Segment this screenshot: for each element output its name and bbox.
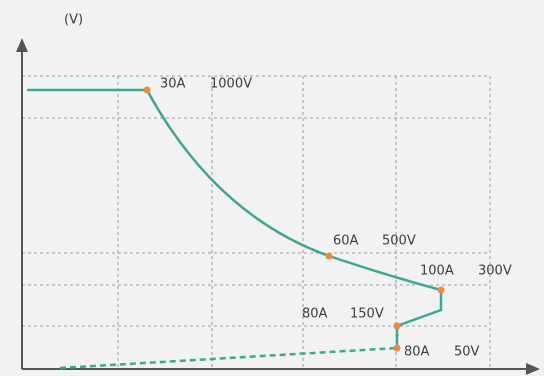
point bbox=[393, 322, 401, 330]
current-label: 30A bbox=[160, 77, 186, 92]
point-labels: 30A 1000V 60A 500V 100A 300V 80A 150V 80… bbox=[160, 77, 512, 360]
voltage-label: 500V bbox=[382, 234, 416, 249]
curve-line bbox=[27, 88, 443, 348]
voltage-label: 150V bbox=[350, 307, 384, 322]
y-axis-arrow bbox=[16, 38, 28, 52]
y-axis-label: (V) bbox=[64, 13, 83, 28]
grid bbox=[22, 75, 491, 369]
axes bbox=[16, 38, 540, 375]
points bbox=[143, 86, 445, 352]
curve bbox=[27, 88, 443, 370]
point bbox=[325, 252, 333, 260]
current-label: 100A bbox=[420, 264, 454, 279]
point bbox=[143, 86, 151, 94]
curve-dashed bbox=[59, 346, 398, 370]
current-label: 60A bbox=[333, 234, 359, 249]
current-label: 80A bbox=[302, 307, 328, 322]
point bbox=[437, 286, 445, 294]
point bbox=[393, 344, 401, 352]
current-label: 80A bbox=[404, 345, 430, 360]
voltage-label: 50V bbox=[454, 345, 480, 360]
voltage-label: 300V bbox=[478, 264, 512, 279]
voltage-label: 1000V bbox=[210, 77, 252, 92]
x-axis-arrow bbox=[526, 363, 540, 375]
